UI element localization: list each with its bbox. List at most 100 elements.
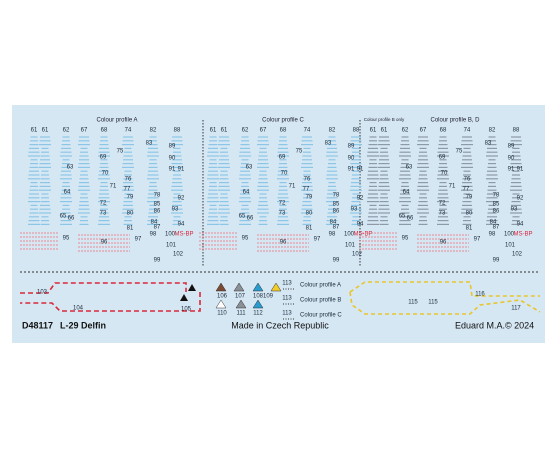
decal-number: 65 [60, 214, 67, 220]
decal-number: 71 [110, 184, 117, 190]
legend-text: Colour profile B [300, 298, 341, 304]
decal-number: 70 [281, 171, 288, 177]
column-number: 61 [31, 128, 38, 134]
column-number: 62 [402, 128, 409, 134]
decal-number: 98 [489, 232, 496, 238]
column-number: 61 [370, 128, 377, 134]
decal-number: MS-BP [174, 232, 193, 238]
decal-number: 111 [236, 311, 246, 317]
decal-number: 73 [439, 211, 446, 217]
column-number: 74 [464, 128, 471, 134]
decal-number: 75 [117, 149, 124, 155]
decal-number: 102 [512, 252, 523, 258]
decal-number: 104 [73, 306, 84, 312]
column-number: 68 [440, 128, 447, 134]
decal-number: 97 [474, 237, 481, 243]
decal-number: 117 [511, 306, 521, 312]
decal-number: 99 [154, 258, 161, 264]
decal-number: 79 [127, 195, 134, 201]
decal-number: 72 [100, 201, 107, 207]
decal-number: 86 [154, 209, 161, 215]
decal-number: 70 [441, 171, 448, 177]
decal-number: 66 [247, 216, 254, 222]
decal-number: 100 [165, 232, 176, 238]
decal-number: 89 [169, 144, 176, 150]
decal-number: 109 [263, 294, 274, 300]
decal-number: 91 [178, 167, 185, 173]
decal-number: 92 [178, 196, 185, 202]
section-subtitle: Colour profile B only [364, 117, 405, 122]
yellow-stripe-decal [349, 281, 541, 315]
decal-number: 98 [150, 232, 157, 238]
decal-number: 69 [279, 155, 286, 161]
decal-number: 83 [325, 141, 332, 147]
column-number: 68 [280, 128, 287, 134]
decal-number: 85 [493, 202, 500, 208]
decal-number: 92 [517, 196, 524, 202]
decal-number: 76 [125, 177, 132, 183]
decal-number: 64 [403, 190, 410, 196]
decal-number: 90 [169, 156, 176, 162]
decal-number: 91 [169, 167, 176, 173]
column-number: 67 [81, 128, 88, 134]
decal-number: 79 [466, 195, 473, 201]
decal-number: 112 [253, 311, 263, 317]
decal-number: 80 [306, 211, 313, 217]
decal-number: 95 [402, 236, 409, 242]
decal-number: 72 [439, 201, 446, 207]
decal-number: 86 [493, 209, 500, 215]
decal-number: 102 [352, 252, 363, 258]
decal-number: 116 [475, 292, 485, 298]
section-title: Colour profile C [262, 118, 304, 124]
decal-number: 89 [348, 144, 355, 150]
legend-number: 113 [282, 311, 292, 317]
decal-number: 91 [357, 167, 364, 173]
decal-number: 75 [456, 149, 463, 155]
decal-number: 106 [217, 294, 228, 300]
decal-number: 101 [166, 243, 177, 249]
column-number: 62 [242, 128, 249, 134]
decal-number: 94 [178, 222, 185, 228]
column-number: 74 [125, 128, 132, 134]
decal-number: 76 [464, 177, 471, 183]
decal-number: 95 [242, 236, 249, 242]
decal-number: 97 [314, 237, 321, 243]
decal-number: 81 [466, 226, 473, 232]
decal-number: 93 [511, 207, 518, 213]
decal-number: 81 [306, 226, 313, 232]
decal-number: 115 [428, 300, 438, 306]
column-number: 82 [150, 128, 157, 134]
column-number: 88 [174, 128, 181, 134]
decal-number: 85 [154, 202, 161, 208]
triangles [180, 282, 282, 309]
decal-number: 83 [146, 141, 153, 147]
column-number: 82 [489, 128, 496, 134]
decal-number: 77 [463, 187, 470, 193]
decal-number: 84 [330, 220, 337, 226]
decal-number: 101 [505, 243, 516, 249]
decal-number: 103 [37, 290, 48, 296]
decal-number: 92 [357, 196, 364, 202]
decal-number: 66 [407, 216, 414, 222]
made-in: Made in Czech Republic [231, 320, 329, 330]
decal-number: 79 [306, 195, 313, 201]
section-title: Colour profile A [96, 118, 137, 124]
decal-number: 110 [217, 311, 227, 317]
product-name: L-29 Delfin [60, 320, 106, 330]
decal-number: 70 [102, 171, 109, 177]
decal-number: 93 [351, 207, 358, 213]
decal-number: 78 [154, 193, 161, 199]
decal-number: 105 [181, 307, 192, 313]
decal-number: 91 [348, 167, 355, 173]
decal-number: 99 [333, 258, 340, 264]
decal-number: 78 [333, 193, 340, 199]
decal-number: 81 [127, 226, 134, 232]
column-number: 61 [42, 128, 49, 134]
column-number: 61 [210, 128, 217, 134]
decal-number: 94 [357, 222, 364, 228]
decal-number: MS-BP [513, 232, 532, 238]
column-number: 67 [260, 128, 267, 134]
decal-number: 63 [406, 165, 413, 171]
decal-number: 87 [333, 225, 340, 231]
